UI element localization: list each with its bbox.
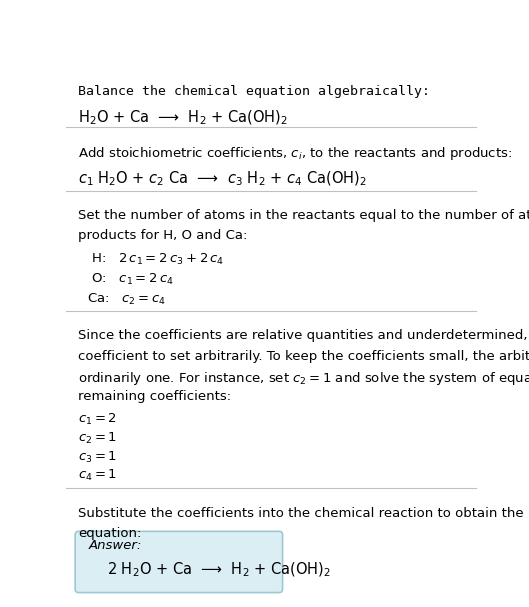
Text: H:   $2\,c_1 = 2\,c_3 + 2\,c_4$: H: $2\,c_1 = 2\,c_3 + 2\,c_4$ — [87, 252, 224, 267]
Text: equation:: equation: — [78, 527, 142, 540]
Text: 2 H$_2$O + Ca  ⟶  H$_2$ + Ca(OH)$_2$: 2 H$_2$O + Ca ⟶ H$_2$ + Ca(OH)$_2$ — [107, 561, 331, 579]
Text: Set the number of atoms in the reactants equal to the number of atoms in the: Set the number of atoms in the reactants… — [78, 209, 529, 222]
Text: Add stoichiometric coefficients, $c_i$, to the reactants and products:: Add stoichiometric coefficients, $c_i$, … — [78, 145, 513, 162]
Text: ordinarily one. For instance, set $c_2 = 1$ and solve the system of equations fo: ordinarily one. For instance, set $c_2 =… — [78, 370, 529, 387]
Text: $c_2 = 1$: $c_2 = 1$ — [78, 431, 117, 446]
Text: coefficient to set arbitrarily. To keep the coefficients small, the arbitrary va: coefficient to set arbitrarily. To keep … — [78, 350, 529, 362]
Text: Substitute the coefficients into the chemical reaction to obtain the balanced: Substitute the coefficients into the che… — [78, 507, 529, 520]
Text: $c_4 = 1$: $c_4 = 1$ — [78, 468, 117, 483]
Text: H$_2$O + Ca  ⟶  H$_2$ + Ca(OH)$_2$: H$_2$O + Ca ⟶ H$_2$ + Ca(OH)$_2$ — [78, 109, 289, 127]
Text: Since the coefficients are relative quantities and underdetermined, choose a: Since the coefficients are relative quan… — [78, 330, 529, 342]
Text: products for H, O and Ca:: products for H, O and Ca: — [78, 229, 248, 242]
Text: remaining coefficients:: remaining coefficients: — [78, 390, 232, 402]
Text: $c_3 = 1$: $c_3 = 1$ — [78, 450, 117, 464]
Text: O:   $c_1 = 2\,c_4$: O: $c_1 = 2\,c_4$ — [87, 272, 174, 287]
Text: $c_1 = 2$: $c_1 = 2$ — [78, 412, 117, 427]
Text: $c_1$ H$_2$O + $c_2$ Ca  ⟶  $c_3$ H$_2$ + $c_4$ Ca(OH)$_2$: $c_1$ H$_2$O + $c_2$ Ca ⟶ $c_3$ H$_2$ + … — [78, 169, 367, 188]
FancyBboxPatch shape — [75, 531, 282, 592]
Text: Balance the chemical equation algebraically:: Balance the chemical equation algebraica… — [78, 84, 431, 98]
Text: Ca:   $c_2 = c_4$: Ca: $c_2 = c_4$ — [87, 292, 166, 307]
Text: Answer:: Answer: — [89, 539, 142, 552]
